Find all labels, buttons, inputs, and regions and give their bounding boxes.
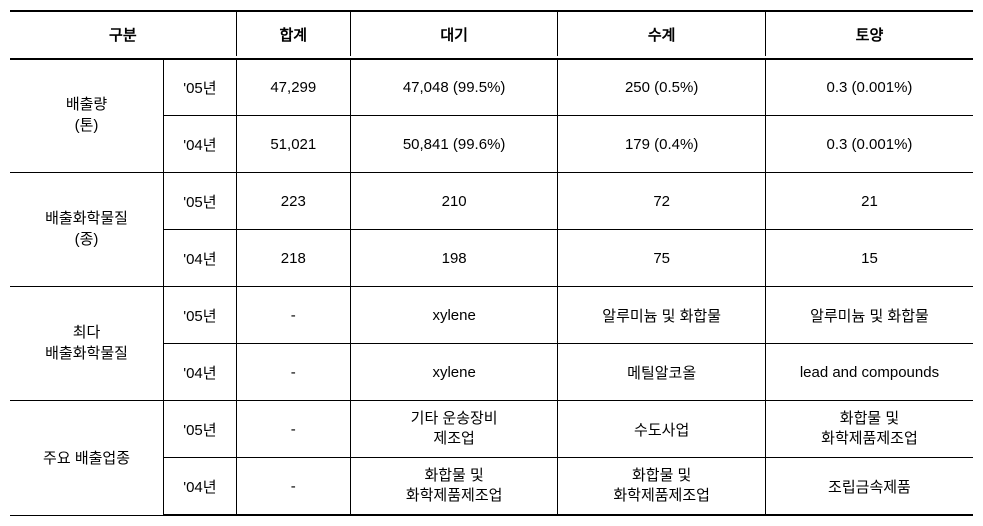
data-cell: 47,048 (99.5%)	[350, 58, 558, 116]
year-cell: '05년	[164, 401, 237, 458]
data-cell: 메틸알코올	[558, 344, 766, 401]
table-header-row: 구분 합계 대기 수계 토양	[10, 11, 973, 58]
table-row: 배출량 (톤) '05년 47,299 47,048 (99.5%) 250 (…	[10, 58, 973, 116]
year-cell: '04년	[164, 344, 237, 401]
data-cell: 198	[350, 230, 558, 287]
data-cell: 0.3 (0.001%)	[765, 116, 973, 173]
data-cell: xylene	[350, 344, 558, 401]
data-cell: 179 (0.4%)	[558, 116, 766, 173]
data-cell: 51,021	[236, 116, 350, 173]
year-cell: '04년	[164, 230, 237, 287]
data-cell: 화합물 및 화학제품제조업	[558, 458, 766, 516]
label-text: 배출화학물질	[45, 345, 128, 362]
row-label-emission: 배출량 (톤)	[10, 58, 164, 173]
row-label-chemicals: 배출화학물질 (종)	[10, 173, 164, 287]
header-air: 대기	[350, 11, 558, 58]
data-cell: 75	[558, 230, 766, 287]
data-cell: 15	[765, 230, 973, 287]
year-cell: '04년	[164, 458, 237, 516]
data-cell: 조립금속제품	[765, 458, 973, 516]
header-water: 수계	[558, 11, 766, 58]
cell-text: 화학제품제조업	[821, 430, 918, 447]
data-cell: 218	[236, 230, 350, 287]
data-cell: 알루미늄 및 화합물	[765, 287, 973, 344]
label-text: (톤)	[75, 117, 99, 134]
label-text: (종)	[75, 231, 99, 248]
cell-text: 화학제품제조업	[406, 487, 503, 504]
cell-text: 화합물 및	[632, 467, 691, 484]
table-row: 주요 배출업종 '05년 - 기타 운송장비 제조업 수도사업 화합물 및 화학…	[10, 401, 973, 458]
row-label-topchem: 최다 배출화학물질	[10, 287, 164, 401]
table-row: 배출화학물질 (종) '05년 223 210 72 21	[10, 173, 973, 230]
cell-text: 화합물 및	[424, 467, 483, 484]
data-cell: xylene	[350, 287, 558, 344]
data-cell: 47,299	[236, 58, 350, 116]
data-cell: 수도사업	[558, 401, 766, 458]
data-cell: 화합물 및 화학제품제조업	[765, 401, 973, 458]
table-row: 최다 배출화학물질 '05년 - xylene 알루미늄 및 화합물 알루미늄 …	[10, 287, 973, 344]
label-text: 배출화학물질	[45, 210, 128, 227]
data-cell: 50,841 (99.6%)	[350, 116, 558, 173]
header-soil: 토양	[765, 11, 973, 58]
data-cell: -	[236, 458, 350, 516]
data-cell: -	[236, 344, 350, 401]
data-cell: -	[236, 287, 350, 344]
data-cell: 0.3 (0.001%)	[765, 58, 973, 116]
header-category: 구분	[10, 11, 236, 58]
data-cell: 21	[765, 173, 973, 230]
cell-text: 제조업	[433, 430, 474, 447]
emissions-table: 구분 합계 대기 수계 토양 배출량 (톤) '05년 47,299 47,04…	[10, 10, 973, 516]
year-cell: '04년	[164, 116, 237, 173]
year-cell: '05년	[164, 173, 237, 230]
year-cell: '05년	[164, 287, 237, 344]
data-cell: 기타 운송장비 제조업	[350, 401, 558, 458]
header-total: 합계	[236, 11, 350, 58]
data-cell: 72	[558, 173, 766, 230]
data-cell: 250 (0.5%)	[558, 58, 766, 116]
row-label-industry: 주요 배출업종	[10, 401, 164, 516]
label-text: 배출량	[66, 96, 107, 113]
cell-text: 화합물 및	[840, 410, 899, 427]
data-cell: 210	[350, 173, 558, 230]
data-cell: 223	[236, 173, 350, 230]
data-cell: -	[236, 401, 350, 458]
data-cell: 알루미늄 및 화합물	[558, 287, 766, 344]
cell-text: 기타 운송장비	[411, 410, 498, 427]
data-cell: lead and compounds	[765, 344, 973, 401]
cell-text: 화학제품제조업	[613, 487, 710, 504]
year-cell: '05년	[164, 58, 237, 116]
data-cell: 화합물 및 화학제품제조업	[350, 458, 558, 516]
label-text: 최다	[73, 324, 101, 341]
